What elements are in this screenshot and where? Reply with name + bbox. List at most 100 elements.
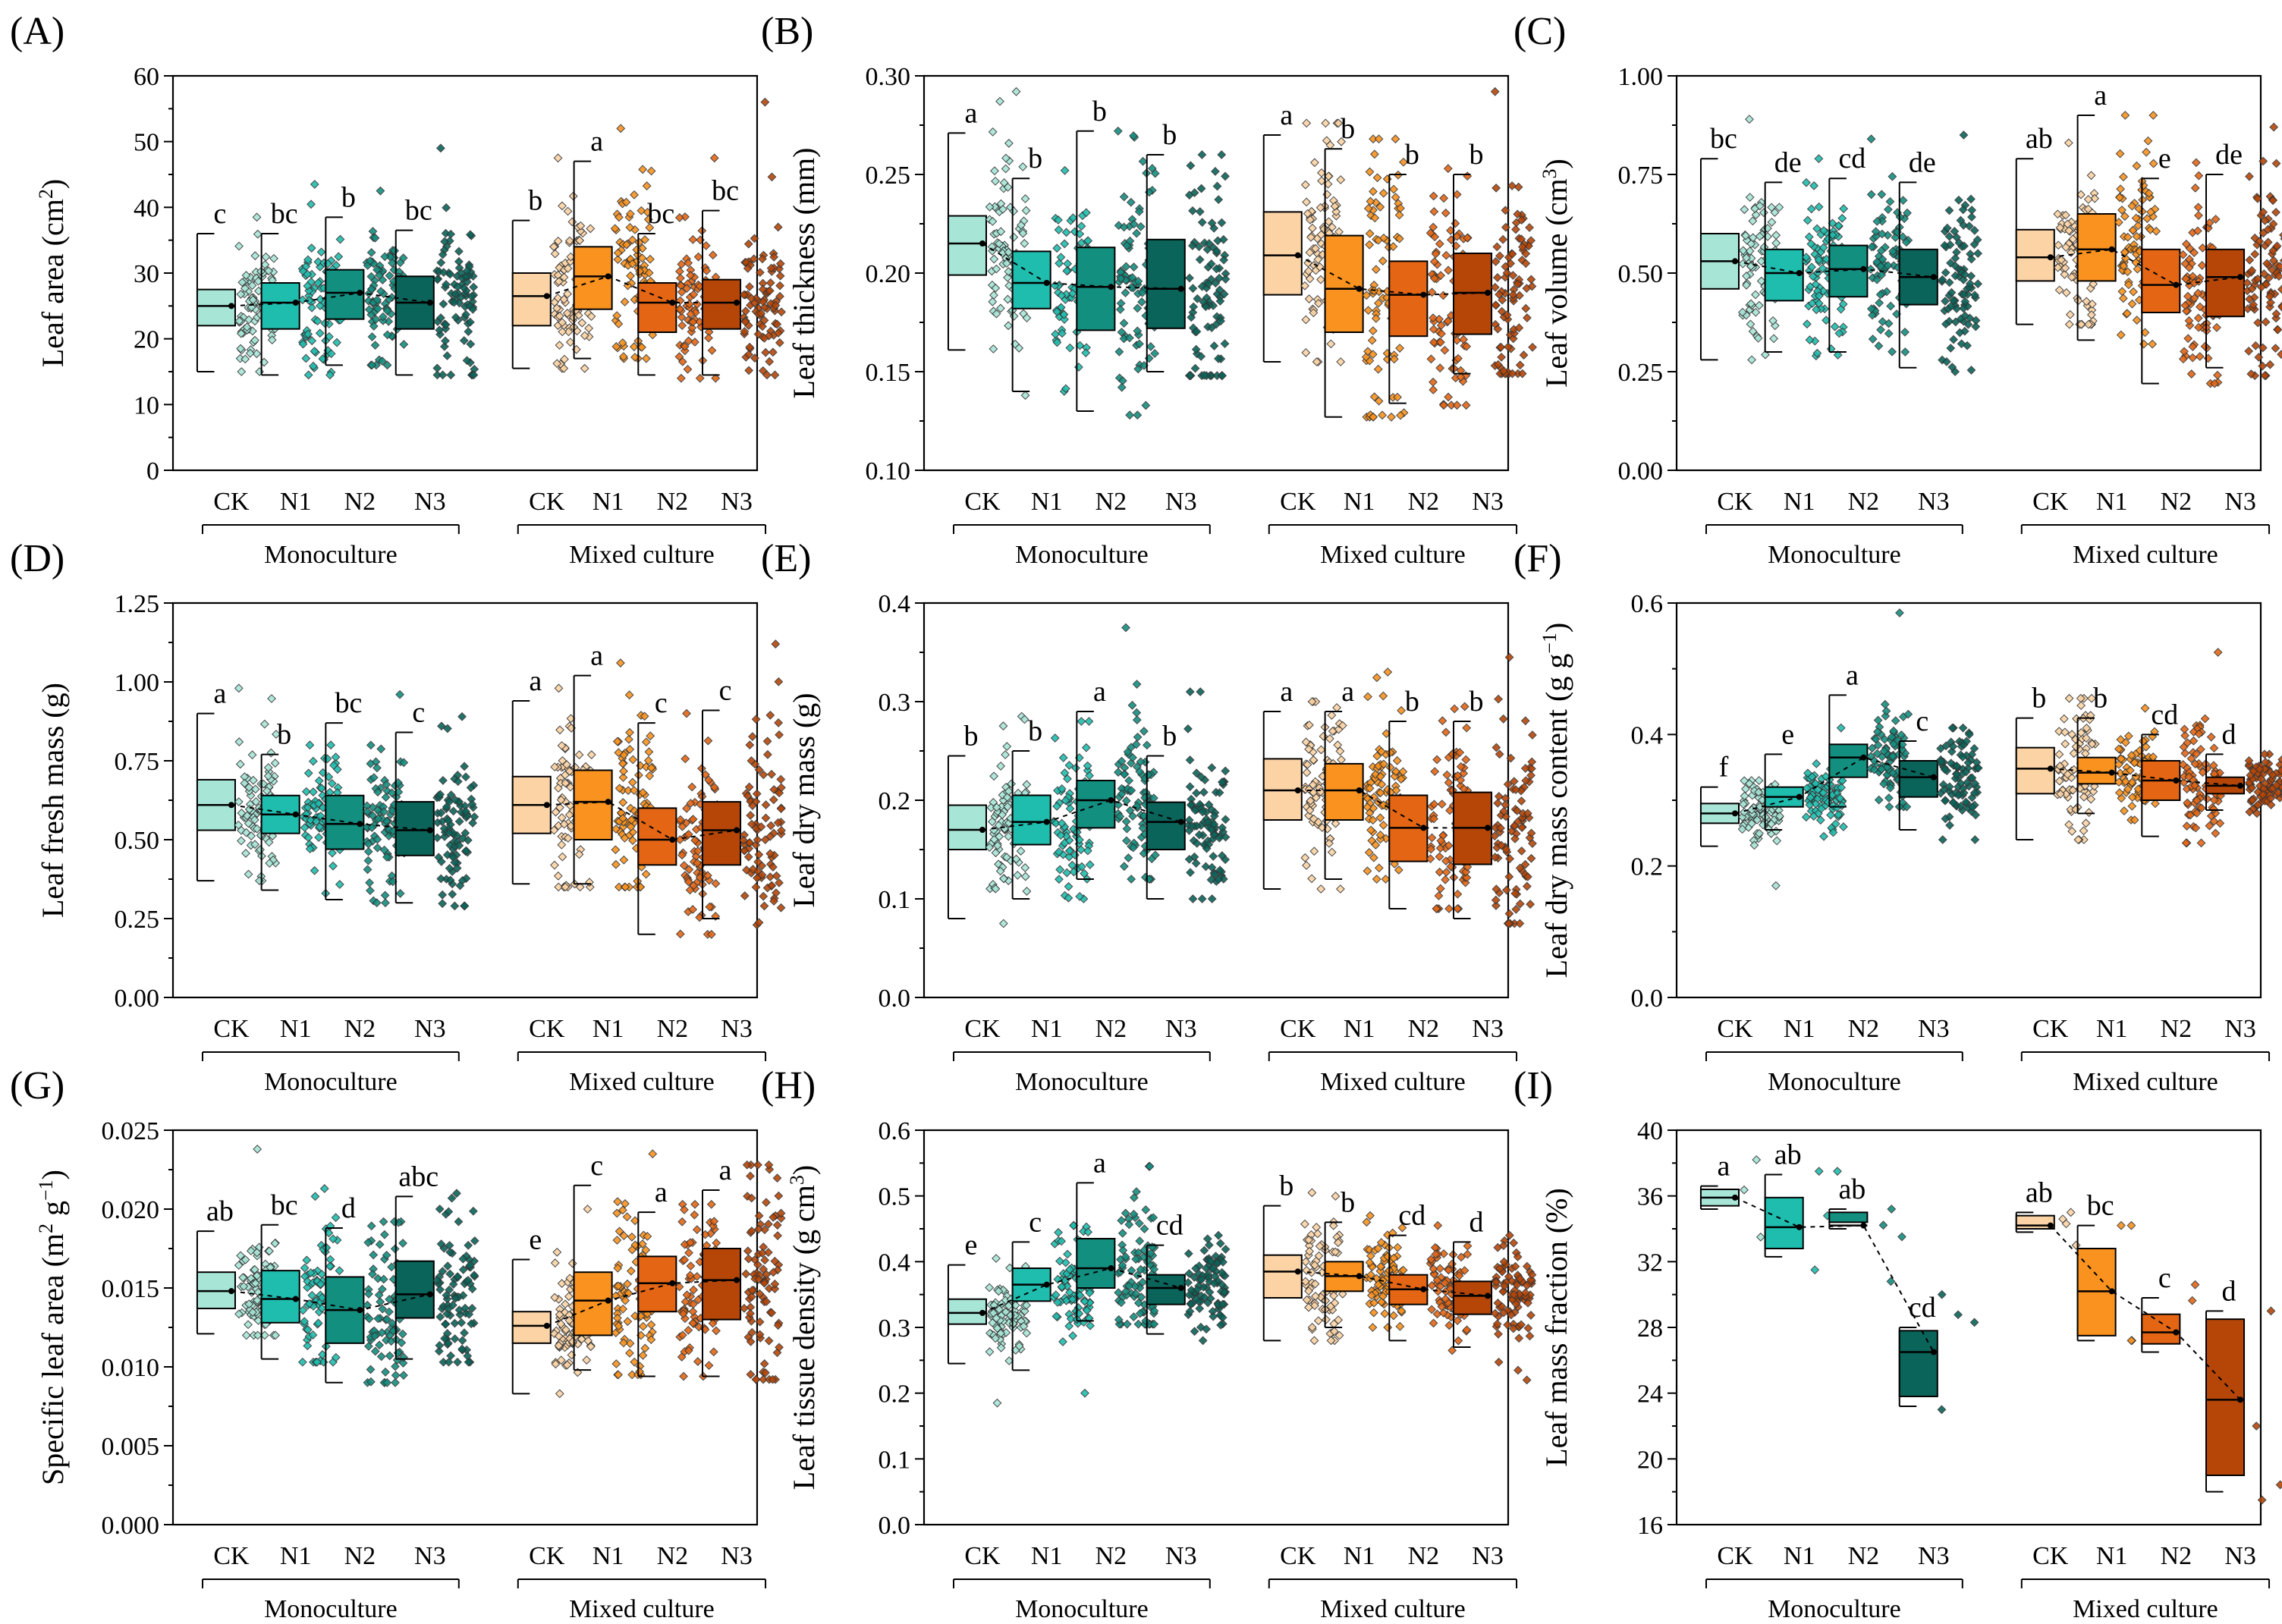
- data-point: [309, 361, 318, 371]
- data-point: [454, 817, 464, 826]
- data-point: [704, 333, 713, 343]
- data-point: [365, 256, 375, 265]
- y-tick-label: 50: [134, 129, 159, 157]
- data-point: [1397, 705, 1407, 715]
- data-point: [370, 233, 380, 243]
- data-point: [1891, 716, 1900, 726]
- data-point: [1336, 357, 1346, 366]
- data-point: [1463, 171, 1473, 181]
- data-point: [1020, 863, 1030, 872]
- data-point: [1133, 732, 1143, 742]
- data-point: [1519, 350, 1529, 360]
- y-axis-title-part: ): [36, 1170, 70, 1180]
- data-point: [584, 323, 594, 333]
- data-point: [267, 694, 276, 703]
- group-label: Mixed culture: [569, 541, 715, 569]
- data-point: [1367, 335, 1377, 345]
- data-point: [988, 127, 998, 137]
- data-point: [2258, 361, 2268, 371]
- x-category-label: N2: [1848, 488, 1880, 516]
- data-point: [765, 872, 775, 881]
- data-point: [1191, 859, 1201, 868]
- data-point: [334, 252, 344, 262]
- data-point: [743, 239, 753, 249]
- data-point: [1801, 812, 1811, 822]
- data-point: [1302, 118, 1312, 128]
- data-point: [1492, 242, 1502, 252]
- data-point: [618, 352, 628, 362]
- data-point: [1062, 868, 1072, 878]
- y-axis-title-part: Leaf volume (cm: [1539, 178, 1573, 387]
- y-tick-label: 0.2: [879, 787, 911, 815]
- data-point: [399, 340, 409, 349]
- significance-letter: b: [963, 721, 978, 752]
- data-point: [448, 890, 457, 899]
- iqr-box: [1388, 260, 1429, 338]
- x-category-label: N2: [1095, 488, 1127, 516]
- iqr-box: [196, 288, 237, 327]
- data-point: [1022, 887, 1032, 896]
- data-point: [1771, 881, 1781, 891]
- data-point: [985, 202, 995, 212]
- iqr-box: [2205, 248, 2246, 318]
- data-point: [1522, 881, 1532, 891]
- data-point: [680, 341, 690, 351]
- y-tick-label: 0.005: [102, 1433, 160, 1461]
- data-point: [380, 891, 390, 900]
- data-point: [1009, 232, 1019, 242]
- data-point: [558, 318, 567, 328]
- significance-letter: b: [2032, 683, 2046, 715]
- data-point: [372, 763, 382, 773]
- panel-letter: (E): [761, 537, 811, 580]
- data-point: [2194, 171, 2204, 181]
- data-point: [1971, 322, 1981, 331]
- data-point: [754, 850, 764, 859]
- data-point: [1754, 300, 1764, 310]
- data-point: [681, 754, 690, 764]
- data-point: [611, 845, 621, 855]
- data-point: [2084, 808, 2094, 818]
- data-point: [995, 96, 1004, 106]
- data-point: [376, 287, 385, 297]
- x-category-label: CK: [213, 1542, 250, 1570]
- x-category-label: CK: [1717, 488, 1753, 516]
- data-point: [1452, 401, 1462, 410]
- data-point: [372, 843, 382, 853]
- data-point: [1122, 824, 1132, 834]
- data-point: [1450, 704, 1460, 714]
- data-point: [2213, 648, 2223, 657]
- data-point: [744, 366, 754, 375]
- data-point: [366, 272, 376, 281]
- data-point: [767, 769, 776, 779]
- significance-letter: d: [2222, 718, 2236, 750]
- data-point: [1196, 184, 1206, 193]
- data-point: [1060, 165, 1070, 175]
- data-point: [1462, 723, 1472, 733]
- data-point: [695, 373, 705, 383]
- data-point: [2064, 138, 2073, 148]
- data-point: [1504, 652, 1514, 662]
- y-tick-label: 0.1: [879, 886, 911, 914]
- data-point: [761, 347, 771, 357]
- data-point: [1302, 768, 1312, 777]
- data-point: [1117, 382, 1127, 392]
- data-point: [1185, 371, 1195, 381]
- group-label: Mixed culture: [1320, 541, 1466, 569]
- data-point: [2195, 352, 2205, 361]
- data-point: [563, 263, 573, 273]
- data-point: [2192, 158, 2201, 168]
- data-point: [2271, 207, 2280, 217]
- data-point: [1391, 134, 1400, 144]
- data-point: [2182, 821, 2192, 831]
- y-axis-title: Leaf dry mass (g): [787, 693, 821, 907]
- data-point: [1970, 835, 1980, 844]
- data-point: [1945, 821, 1954, 830]
- data-point: [1002, 742, 1012, 751]
- group-label: Mixed culture: [569, 1068, 715, 1096]
- data-point: [440, 237, 449, 247]
- data-point: [1873, 715, 1883, 725]
- data-point: [382, 360, 392, 370]
- data-point: [1874, 795, 1884, 805]
- x-category-label: N3: [721, 488, 753, 516]
- data-point: [1122, 836, 1131, 846]
